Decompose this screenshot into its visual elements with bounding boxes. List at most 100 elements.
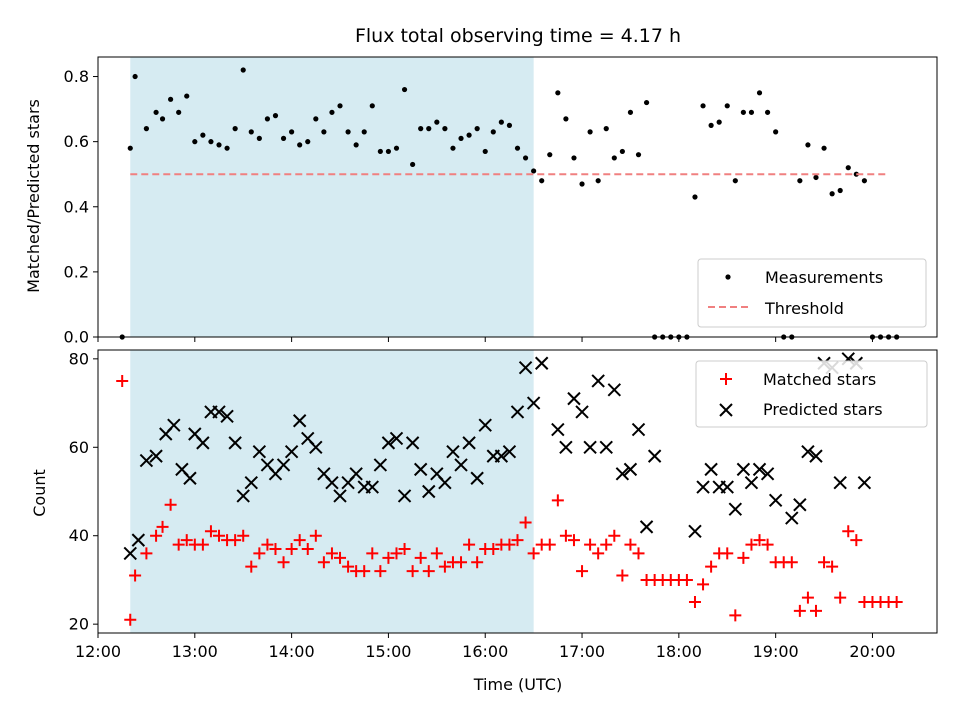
measurement-point [321, 129, 327, 135]
measurement-point [337, 103, 343, 109]
matched-stars-point [826, 560, 839, 573]
matched-stars-point [818, 556, 831, 569]
predicted-stars-point [785, 511, 799, 525]
measurement-point [434, 119, 440, 125]
ratio-marks [119, 67, 900, 340]
measurement-point [280, 135, 287, 141]
matched-stars-point [527, 547, 540, 560]
ratio-legend-box [697, 258, 927, 328]
matched-stars-point [697, 578, 710, 591]
y-tick-label: 0.6 [64, 132, 89, 151]
x-tick-label: 20:00 [849, 642, 895, 661]
observing-window-span [130, 57, 534, 337]
predicted-stars-point [639, 520, 654, 534]
x-tick-label: 13:00 [172, 642, 218, 661]
measurement-point [716, 119, 722, 125]
matched-stars-point [116, 374, 129, 387]
measurement-point [498, 119, 504, 125]
matched-stars-point [213, 529, 226, 542]
measurement-point [700, 103, 706, 109]
count-y-ticks: 20 40 60 80 [69, 349, 98, 634]
matched-stars-point [519, 516, 532, 529]
measurement-point [369, 103, 375, 109]
matched-stars-point [172, 538, 185, 551]
matched-stars-point [503, 538, 516, 551]
measurement-point [837, 187, 843, 194]
measurement-point [184, 93, 190, 99]
matched-stars-point [204, 525, 217, 538]
predicted-stars-point [623, 462, 638, 477]
matched-stars-point [584, 538, 597, 551]
matched-stars-point [293, 534, 306, 547]
ratio-axes-frame [97, 56, 938, 338]
matched-stars-point [382, 551, 395, 564]
measurement-point [506, 122, 513, 128]
predicted-stars-point [292, 414, 307, 428]
matched-stars-point [834, 591, 847, 604]
matched-stars-point [398, 542, 411, 555]
measurement-point [200, 132, 206, 138]
measurement-point [490, 129, 496, 135]
count-legend: Matched stars Predicted stars [695, 360, 928, 428]
matched-stars-point [471, 556, 484, 569]
measurement-point [474, 126, 480, 132]
predicted-stars-point [413, 462, 428, 477]
y-tick-label: 0.0 [64, 328, 89, 347]
predicted-stars-point [768, 493, 783, 508]
matched-stars-point [737, 551, 750, 564]
y-tick-label: 0.2 [64, 262, 89, 281]
matched-stars-point [156, 520, 169, 533]
measurement-point [579, 181, 585, 187]
measurement-point [208, 139, 214, 145]
legend-matched-label: Matched stars [763, 370, 876, 389]
matched-stars-point [180, 534, 193, 547]
predicted-stars-point [123, 546, 137, 561]
matched-stars-point [850, 534, 863, 547]
measurement-point [603, 126, 609, 132]
matched-stars-point [277, 556, 290, 569]
predicted-stars-point [478, 418, 492, 432]
measurement-point [724, 103, 730, 109]
predicted-stars-point [736, 462, 751, 477]
matched-stars-point [487, 542, 500, 555]
predicted-stars-point [591, 374, 605, 388]
measurement-point [272, 113, 279, 119]
matched-stars-point [543, 538, 556, 551]
matched-stars-point [245, 560, 258, 573]
predicted-stars-point [615, 467, 630, 481]
measurement-point [377, 148, 383, 155]
measurement-point [256, 135, 262, 141]
matched-stars-point [261, 538, 274, 551]
measurement-point [458, 135, 464, 141]
predicted-stars-point [647, 449, 662, 463]
predicted-stars-point [518, 360, 533, 375]
matched-stars-point [164, 498, 177, 511]
matched-stars-point [842, 525, 855, 538]
measurement-point [611, 155, 617, 161]
predicted-stars-point [760, 467, 775, 481]
matched-stars-point [616, 569, 629, 582]
matched-stars-point [124, 613, 137, 626]
matched-stars-point [358, 565, 371, 578]
measurement-point [216, 142, 222, 148]
measurement-point [531, 168, 537, 174]
predicted-stars-point [220, 409, 234, 424]
predicted-stars-point [696, 480, 710, 494]
predicted-stars-point [470, 471, 484, 485]
measurement-point [466, 132, 472, 138]
y-tick-label: 60 [69, 438, 89, 457]
predicted-stars-point [131, 533, 146, 547]
predicted-stars-point [559, 440, 573, 454]
matched-stars-point [269, 542, 282, 555]
matched-stars-point [196, 538, 209, 551]
measurement-point [159, 116, 166, 122]
measurement-point [232, 126, 238, 132]
matched-stars-point [285, 542, 298, 555]
measurement-point [813, 174, 819, 181]
matched-stars-point [334, 551, 347, 564]
measurement-point [595, 178, 601, 184]
matched-stars-point [721, 547, 734, 560]
matched-stars-point [809, 604, 822, 617]
x-tick-label: 18:00 [656, 642, 702, 661]
matched-stars-point [688, 596, 701, 609]
